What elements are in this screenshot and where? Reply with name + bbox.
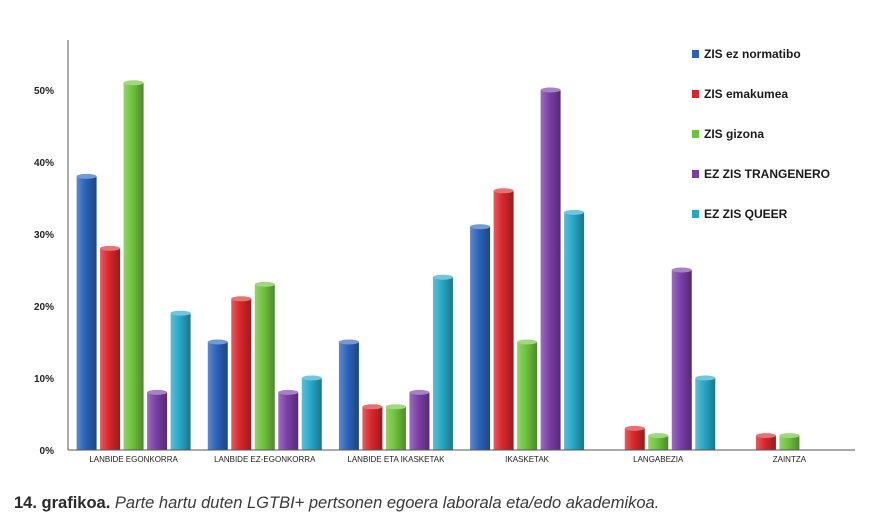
legend-label: ZIS emakumea bbox=[704, 87, 788, 101]
bar-cap bbox=[76, 173, 97, 179]
bar-0-3 bbox=[147, 392, 168, 450]
bar-4-3 bbox=[671, 270, 692, 450]
bar-cap bbox=[338, 339, 359, 345]
bar-cap bbox=[648, 433, 669, 439]
category-label: IKASKETAK bbox=[505, 455, 550, 464]
bar-2-0 bbox=[338, 342, 359, 450]
bar-2-1 bbox=[362, 406, 383, 450]
category-labels: LANBIDE EGONKORRA LANBIDE EZ-EGONKORRA LAN… bbox=[89, 455, 806, 464]
legend-label: ZIS ez normatibo bbox=[704, 47, 801, 61]
bar-3-1 bbox=[493, 190, 514, 451]
legend-swatch bbox=[692, 50, 699, 58]
bar-cap bbox=[470, 224, 491, 230]
bar-cap bbox=[207, 339, 228, 345]
bar-4-4 bbox=[695, 378, 716, 450]
bar-1-2 bbox=[254, 284, 275, 450]
bar-cap bbox=[409, 389, 430, 395]
figure-caption: 14. grafikoa. Parte hartu duten LGTBI+ p… bbox=[14, 494, 659, 513]
bar-cap bbox=[301, 375, 322, 381]
bar-cap bbox=[624, 425, 645, 431]
bars-layer bbox=[76, 80, 800, 451]
legend-label: EZ ZIS QUEER bbox=[704, 207, 788, 221]
legend-label: ZIS gizona bbox=[704, 127, 764, 141]
bar-cap bbox=[231, 296, 252, 302]
bar-cap bbox=[170, 310, 191, 316]
bar-5-2 bbox=[779, 435, 800, 450]
bar-cap bbox=[100, 245, 121, 251]
legend-swatch bbox=[692, 170, 699, 178]
y-tick-label: 30% bbox=[34, 230, 54, 241]
bar-cap bbox=[254, 281, 275, 287]
y-ticks: 0% 10% 20% 30% 40% 50% bbox=[34, 86, 54, 457]
bar-cap bbox=[385, 404, 406, 410]
bar-cap bbox=[123, 80, 144, 86]
bar-4-1 bbox=[624, 428, 645, 450]
bar-0-2 bbox=[123, 82, 144, 451]
legend: ZIS ez normatibo ZIS emakumea ZIS gizona EZ… bbox=[692, 47, 830, 221]
y-tick-label: 40% bbox=[34, 158, 54, 169]
legend-swatch bbox=[692, 210, 699, 218]
legend-swatch bbox=[692, 130, 699, 138]
bar-chart: 0%10%20%30%40%50% LANBIDE EGONKORRA LANBI… bbox=[34, 40, 855, 464]
bar-5-1 bbox=[755, 435, 776, 450]
bar-cap bbox=[779, 433, 800, 439]
bar-3-0 bbox=[470, 226, 491, 450]
bar-4-2 bbox=[648, 435, 669, 450]
bar-cap bbox=[755, 433, 776, 439]
legend-label: EZ ZIS TRANGENERO bbox=[704, 167, 830, 181]
bar-1-1 bbox=[231, 298, 252, 450]
legend-swatch bbox=[692, 90, 699, 98]
bar-1-0 bbox=[207, 342, 228, 450]
bar-1-4 bbox=[301, 378, 322, 450]
category-label: LANBIDE EGONKORRA bbox=[89, 455, 178, 464]
bar-3-3 bbox=[540, 90, 561, 450]
bar-2-2 bbox=[385, 406, 406, 450]
caption-label: 14. grafikoa. bbox=[14, 494, 111, 512]
bar-cap bbox=[493, 188, 514, 194]
bar-2-4 bbox=[432, 277, 453, 450]
bar-3-2 bbox=[517, 342, 538, 450]
caption-text: Parte hartu duten LGTBI+ pertsonen egoer… bbox=[114, 494, 660, 512]
bar-cap bbox=[362, 404, 383, 410]
category-label: LANBIDE EZ-EGONKORRA bbox=[214, 455, 316, 464]
bar-cap bbox=[432, 274, 453, 280]
bar-cap bbox=[147, 389, 168, 395]
bar-cap bbox=[278, 389, 299, 395]
y-tick-label: 10% bbox=[34, 374, 54, 385]
y-tick-label: 20% bbox=[34, 302, 54, 313]
bar-3-4 bbox=[564, 212, 585, 450]
bar-0-0 bbox=[76, 176, 97, 450]
bar-cap bbox=[695, 375, 716, 381]
bar-cap bbox=[564, 209, 585, 215]
bar-cap bbox=[671, 267, 692, 273]
bar-cap bbox=[517, 339, 538, 345]
bar-cap bbox=[540, 87, 561, 93]
category-label: LANBIDE ETA IKASKETAK bbox=[347, 455, 445, 464]
category-label: ZAINTZA bbox=[773, 455, 807, 464]
bar-2-3 bbox=[409, 392, 430, 450]
y-tick-label: 0% bbox=[40, 446, 55, 457]
bar-0-1 bbox=[100, 248, 121, 450]
y-tick-label: 50% bbox=[34, 86, 54, 97]
bar-1-3 bbox=[278, 392, 299, 450]
bar-0-4 bbox=[170, 313, 191, 450]
category-label: LANGABEZIA bbox=[633, 455, 684, 464]
